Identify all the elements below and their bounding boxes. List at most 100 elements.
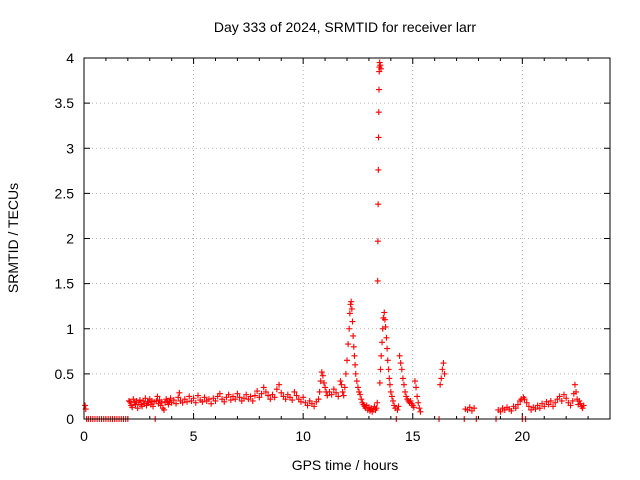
- data-point: [377, 65, 384, 72]
- data-point: [208, 400, 215, 407]
- data-point: [579, 405, 586, 412]
- data-point: [348, 298, 355, 305]
- data-point: [354, 384, 361, 391]
- data-point: [375, 109, 382, 116]
- data-point: [142, 395, 149, 402]
- data-point: [339, 388, 346, 395]
- data-point: [397, 360, 404, 367]
- data-point: [577, 400, 584, 407]
- data-point: [352, 370, 359, 377]
- data-point: [349, 318, 356, 325]
- data-point: [297, 398, 304, 405]
- data-point: [374, 277, 381, 284]
- x-tick-label: 0: [80, 428, 88, 444]
- data-point: [227, 397, 234, 404]
- data-point: [316, 388, 323, 395]
- data-point: [352, 361, 359, 368]
- data-point: [262, 388, 269, 395]
- data-point: [154, 393, 161, 400]
- y-tick-label: 2.5: [55, 185, 75, 201]
- data-point: [293, 392, 300, 399]
- data-point: [547, 397, 554, 404]
- data-point: [514, 401, 521, 408]
- data-point: [550, 403, 557, 410]
- data-point: [466, 404, 473, 411]
- data-point: [184, 398, 191, 405]
- data-point: [410, 404, 417, 411]
- data-point: [369, 408, 376, 415]
- data-point: [437, 381, 444, 388]
- x-axis-label: GPS time / hours: [292, 457, 399, 473]
- y-tick-label: 0.5: [55, 366, 75, 382]
- data-point: [400, 381, 407, 388]
- grid: [84, 58, 610, 419]
- y-tick-label: 2: [66, 231, 74, 247]
- data-point: [396, 352, 403, 359]
- data-point: [545, 401, 552, 408]
- data-point: [415, 399, 422, 406]
- data-point: [322, 384, 329, 391]
- data-point: [375, 134, 382, 141]
- data-point: [342, 370, 349, 377]
- data-point: [552, 399, 559, 406]
- data-point: [260, 384, 267, 391]
- data-point: [576, 397, 583, 404]
- data-point: [374, 399, 381, 406]
- data-point: [136, 397, 143, 404]
- data-point: [344, 357, 350, 364]
- x-tick-label: 15: [405, 428, 421, 444]
- plot-frame: [83, 57, 611, 420]
- data-point: [385, 366, 392, 373]
- data-point: [471, 405, 478, 412]
- data-point: [383, 334, 390, 341]
- data-point: [384, 357, 391, 364]
- data-point: [375, 166, 382, 173]
- data-point: [580, 402, 587, 409]
- data-point: [317, 378, 324, 385]
- data-point: [335, 393, 342, 400]
- data-point: [243, 391, 250, 398]
- data-point: [536, 405, 543, 412]
- data-point: [356, 388, 363, 395]
- data-point: [158, 398, 165, 405]
- data-point: [512, 405, 519, 412]
- data-point: [194, 392, 201, 399]
- data-point: [340, 392, 347, 399]
- data-point: [375, 201, 382, 208]
- y-axis-label: SRMTID / TECUs: [5, 183, 21, 293]
- data-point: [256, 394, 263, 401]
- data-point: [348, 305, 355, 312]
- data-point: [345, 341, 352, 348]
- data-point: [390, 397, 397, 404]
- y-tick-label: 3: [66, 140, 74, 156]
- data-point: [201, 394, 208, 401]
- y-tick-label: 4: [66, 50, 74, 66]
- data-point: [179, 399, 186, 406]
- data-point: [333, 389, 340, 396]
- data-point: [403, 393, 410, 400]
- data-point: [525, 403, 532, 410]
- data-point: [221, 398, 228, 405]
- data-point: [192, 399, 199, 406]
- data-point: [411, 378, 418, 385]
- chart-title: Day 333 of 2024, SRMTID for receiver lar…: [214, 19, 477, 35]
- data-point: [381, 316, 388, 323]
- data-point: [377, 62, 384, 69]
- y-tick-label: 1: [66, 321, 74, 337]
- data-point: [276, 381, 283, 388]
- data-point: [167, 395, 174, 402]
- data-point: [173, 400, 180, 407]
- data-point: [556, 393, 563, 400]
- data-point: [240, 395, 247, 402]
- y-tick-label: 0: [66, 411, 74, 427]
- data-point: [258, 390, 265, 397]
- data-point: [205, 396, 212, 403]
- data-point: [497, 408, 504, 415]
- data-point: [416, 405, 423, 412]
- data-point: [569, 397, 576, 404]
- data-point: [413, 384, 420, 391]
- data-point: [402, 388, 409, 395]
- data-point: [391, 402, 398, 409]
- data-point: [165, 401, 172, 408]
- data-point: [407, 397, 414, 404]
